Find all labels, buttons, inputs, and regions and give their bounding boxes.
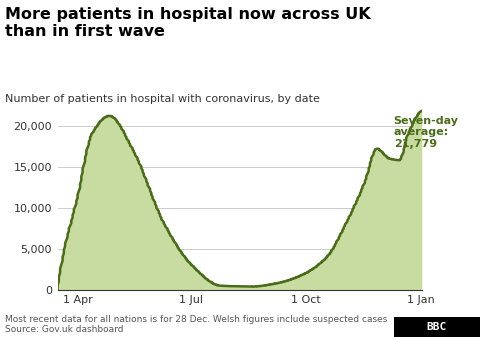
- Text: Source: Gov.uk dashboard: Source: Gov.uk dashboard: [5, 325, 123, 334]
- Text: BBC: BBC: [427, 322, 447, 332]
- Text: Seven-day
average:
21,779: Seven-day average: 21,779: [394, 116, 459, 149]
- Text: Most recent data for all nations is for 28 Dec. Welsh figures include suspected : Most recent data for all nations is for …: [5, 314, 387, 324]
- Text: Number of patients in hospital with coronavirus, by date: Number of patients in hospital with coro…: [5, 94, 320, 104]
- Text: More patients in hospital now across UK
than in first wave: More patients in hospital now across UK …: [5, 7, 371, 39]
